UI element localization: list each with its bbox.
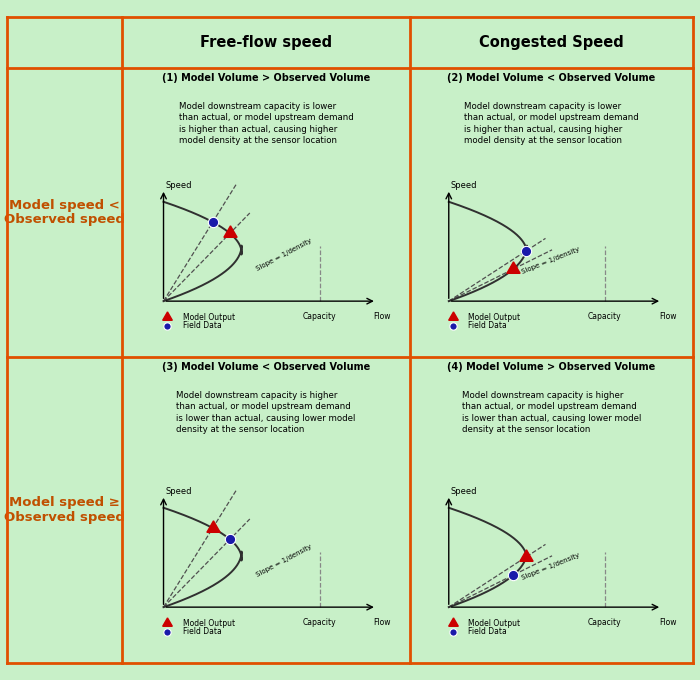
- Text: Capacity: Capacity: [303, 312, 337, 321]
- Text: Speed: Speed: [165, 487, 192, 496]
- Text: Model Output: Model Output: [183, 619, 235, 628]
- Text: Slope = 1/density: Slope = 1/density: [521, 553, 581, 581]
- Text: Flow: Flow: [659, 312, 676, 321]
- Text: Model speed <
Observed speed: Model speed < Observed speed: [4, 199, 125, 226]
- Text: Congested Speed: Congested Speed: [479, 35, 624, 50]
- Point: [162, 320, 173, 331]
- Point: [207, 217, 218, 228]
- Text: Free-flow speed: Free-flow speed: [200, 35, 332, 50]
- Text: Speed: Speed: [451, 487, 477, 496]
- Text: Model downstream capacity is higher
than actual, or model upstream demand
is low: Model downstream capacity is higher than…: [461, 391, 641, 435]
- Text: Slope = 1/density: Slope = 1/density: [255, 238, 313, 272]
- Text: Model speed ≥
Observed speed: Model speed ≥ Observed speed: [4, 496, 125, 524]
- Text: Model downstream capacity is lower
than actual, or model upstream demand
is high: Model downstream capacity is lower than …: [464, 102, 638, 146]
- Text: Field Data: Field Data: [468, 321, 507, 330]
- Text: Model Output: Model Output: [468, 313, 520, 322]
- Text: Field Data: Field Data: [468, 627, 507, 636]
- Point: [447, 626, 458, 637]
- Text: Flow: Flow: [659, 618, 676, 627]
- Text: (2) Model Volume < Observed Volume: (2) Model Volume < Observed Volume: [447, 73, 655, 84]
- Text: Model downstream capacity is higher
than actual, or model upstream demand
is low: Model downstream capacity is higher than…: [176, 391, 356, 435]
- Text: Capacity: Capacity: [588, 618, 622, 627]
- Text: Field Data: Field Data: [183, 321, 221, 330]
- Text: Capacity: Capacity: [588, 312, 622, 321]
- Text: Slope = 1/density: Slope = 1/density: [255, 544, 313, 578]
- Text: Speed: Speed: [451, 181, 477, 190]
- Text: Model downstream capacity is lower
than actual, or model upstream demand
is high: Model downstream capacity is lower than …: [178, 102, 354, 146]
- Text: Flow: Flow: [374, 618, 391, 627]
- Text: Capacity: Capacity: [303, 618, 337, 627]
- Text: Field Data: Field Data: [183, 627, 221, 636]
- Point: [521, 245, 532, 256]
- Text: Model Output: Model Output: [468, 619, 520, 628]
- Text: Slope = 1/density: Slope = 1/density: [521, 247, 581, 275]
- Text: Speed: Speed: [165, 181, 192, 190]
- Text: (1) Model Volume > Observed Volume: (1) Model Volume > Observed Volume: [162, 73, 370, 84]
- Text: (3) Model Volume < Observed Volume: (3) Model Volume < Observed Volume: [162, 362, 370, 373]
- Text: Model Output: Model Output: [183, 313, 235, 322]
- Text: Flow: Flow: [374, 312, 391, 321]
- Point: [162, 626, 173, 637]
- Point: [447, 320, 458, 331]
- Point: [508, 570, 519, 581]
- Point: [224, 534, 235, 545]
- Text: (4) Model Volume > Observed Volume: (4) Model Volume > Observed Volume: [447, 362, 655, 373]
